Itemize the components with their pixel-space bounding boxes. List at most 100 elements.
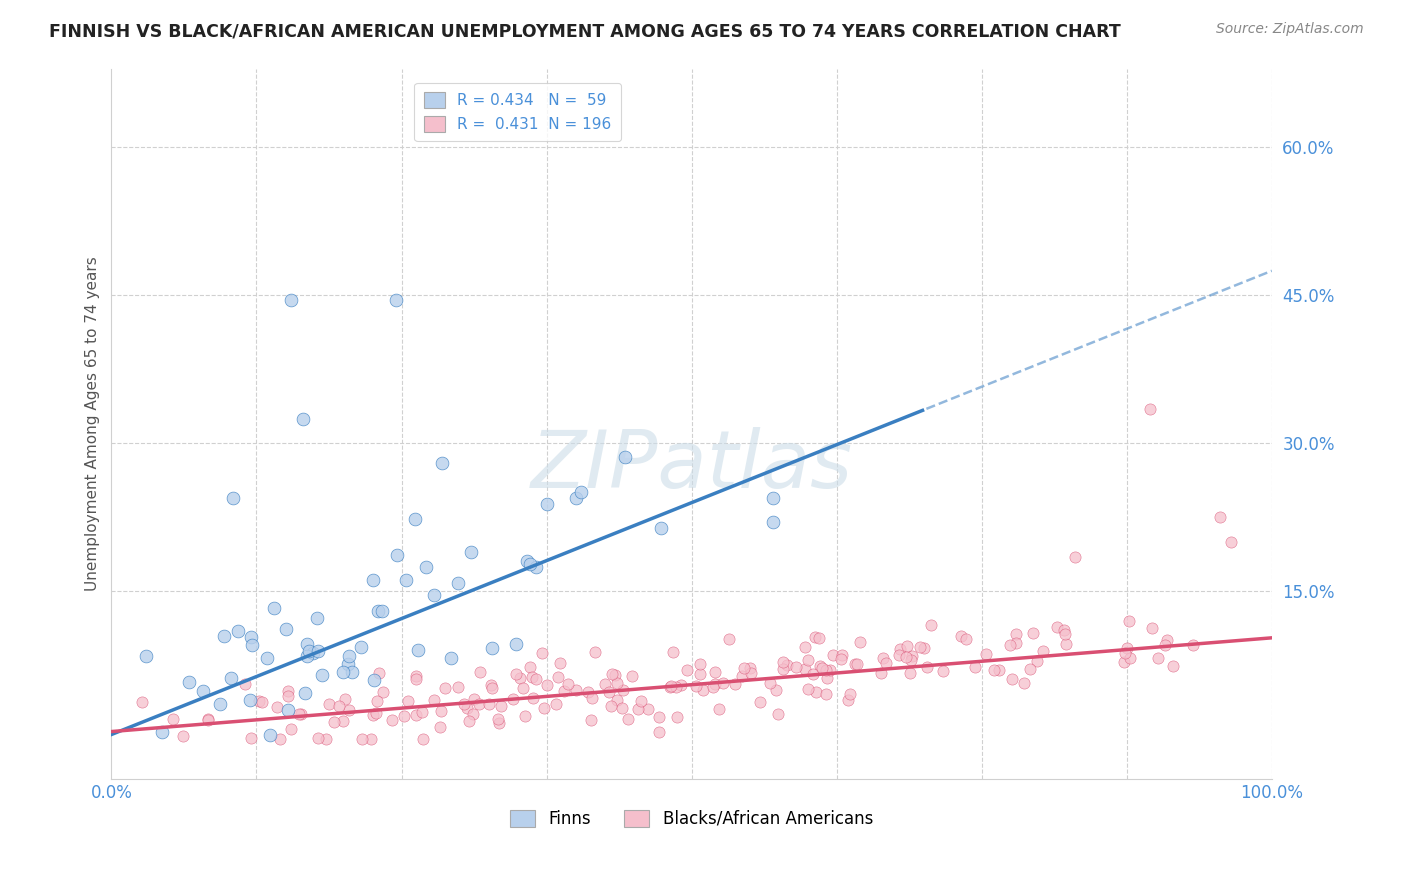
Point [659,679,682,693]
Point [131,695,153,709]
Point [307,731,329,746]
Point [600,667,623,681]
Point [1156,633,1178,648]
Point [360,732,382,747]
Point [814,687,837,701]
Point [1054,636,1077,650]
Point [794,661,817,675]
Point [478,697,501,711]
Point [1045,620,1067,634]
Point [396,694,419,708]
Point [804,685,827,699]
Point [367,603,389,617]
Point [453,697,475,711]
Point [486,712,509,726]
Point [423,693,446,707]
Point [731,669,754,683]
Point [804,630,827,644]
Point [920,617,942,632]
Point [610,701,633,715]
Point [366,706,388,721]
Point [765,683,787,698]
Point [901,648,924,663]
Point [479,678,502,692]
Point [733,660,755,674]
Point [1000,672,1022,686]
Point [837,693,859,707]
Point [233,676,256,690]
Point [336,657,359,671]
Point [219,671,242,685]
Point [519,557,541,571]
Point [578,685,600,699]
Point [406,643,429,657]
Point [815,663,838,677]
Point [900,653,922,667]
Point [350,640,373,655]
Point [724,677,747,691]
Point [662,645,685,659]
Point [301,646,323,660]
Point [648,710,671,724]
Point [373,685,395,699]
Point [627,701,650,715]
Point [179,674,201,689]
Point [294,685,316,699]
Point [337,648,360,663]
Point [912,641,935,656]
Point [950,629,973,643]
Point [544,698,567,712]
Point [1153,638,1175,652]
Point [467,698,489,712]
Point [1161,659,1184,673]
Point [318,697,340,711]
Point [818,663,841,677]
Point [277,689,299,703]
Point [796,681,818,696]
Point [898,666,921,681]
Point [423,588,446,602]
Point [1112,655,1135,669]
Point [749,695,772,709]
Point [328,698,350,713]
Point [240,731,263,745]
Point [766,706,789,721]
Point [908,640,931,654]
Point [242,639,264,653]
Point [1147,651,1170,665]
Point [648,724,671,739]
Point [569,485,592,500]
Point [759,676,782,690]
Point [785,660,807,674]
Point [468,665,491,679]
Point [1032,644,1054,658]
Point [987,663,1010,677]
Point [405,672,427,686]
Point [1139,401,1161,416]
Point [502,691,524,706]
Point [385,548,408,562]
Point [256,651,278,665]
Point [815,671,838,685]
Point [512,681,534,696]
Point [430,704,453,718]
Point [808,631,831,645]
Point [669,678,692,692]
Point [579,714,602,728]
Point [405,669,427,683]
Point [1053,626,1076,640]
Point [564,491,586,505]
Point [932,664,955,678]
Point [614,450,637,464]
Point [361,708,384,723]
Point [412,732,434,747]
Point [689,657,711,672]
Point [557,677,579,691]
Point [564,683,586,698]
Point [1022,625,1045,640]
Point [772,661,794,675]
Point [844,657,866,671]
Point [430,456,453,470]
Point [1208,510,1230,524]
Point [240,630,263,644]
